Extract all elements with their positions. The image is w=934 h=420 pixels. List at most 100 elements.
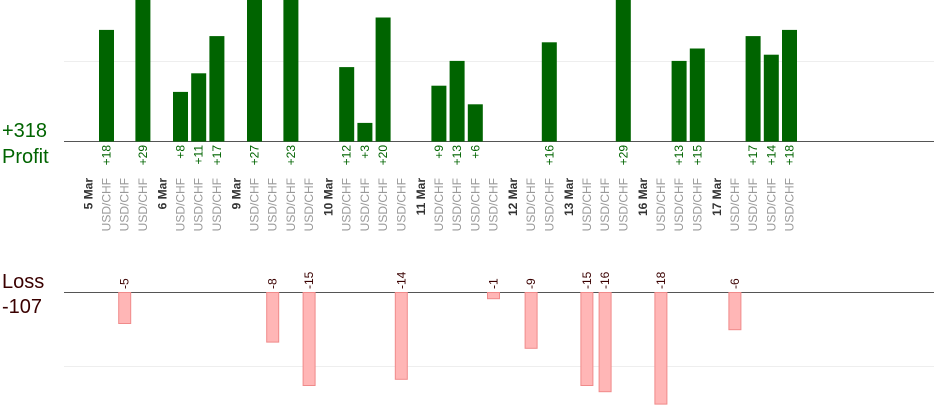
profit-bar [283,0,299,142]
profit-value-label: +18 [783,145,797,166]
loss-value-label: -8 [266,278,280,289]
date-label: 12 Mar [506,178,520,216]
date-label: 6 Mar [156,178,170,210]
profit-bar [339,67,355,142]
bars-layer [99,0,797,405]
profit-bar [449,60,465,142]
loss-bar [728,292,742,331]
instrument-label: USD/CHF [616,178,630,231]
profit-value-label: +13 [450,145,464,166]
loss-bar [524,292,538,349]
profit-value-label: +27 [248,145,262,166]
profit-bar [689,48,705,142]
date-label: 5 Mar [82,178,96,210]
instrument-label: USD/CHF [358,178,372,231]
profit-bar [763,54,779,142]
instrument-label: USD/CHF [192,178,206,231]
profit-bar [615,0,631,142]
total-loss-value: -107 [2,296,42,318]
instrument-label: USD/CHF [746,178,760,231]
loss-value-label: -15 [302,271,316,289]
instrument-label: USD/CHF [672,178,686,231]
loss-bar [266,292,280,343]
profit-value-label: +17 [746,145,760,166]
instrument-label: USD/CHF [100,178,114,231]
instrument-label: USD/CHF [728,178,742,231]
instrument-label: USD/CHF [468,178,482,231]
profit-value-label: +6 [468,145,482,159]
profit-value-label: +17 [210,145,224,166]
profit-bar [671,60,687,142]
instrument-label: USD/CHF [764,178,778,231]
profit-value-label: +13 [672,145,686,166]
profit-bar [247,0,262,142]
instrument-label: USD/CHF [136,178,150,231]
loss-value-label: -14 [394,271,408,289]
profit-value-label: +29 [136,145,150,166]
profit-value-label: +16 [542,145,556,166]
instrument-label: USD/CHF [174,178,188,231]
profit-value-label: +23 [284,145,298,166]
loss-bar [302,292,316,386]
instrument-label: USD/CHF [580,178,594,231]
loss-bar [580,292,594,386]
instrument-label: USD/CHF [394,178,408,231]
date-label: 16 Mar [636,178,650,216]
profit-value-label: +8 [174,145,188,159]
profit-bar [745,36,761,142]
loss-bar [118,292,132,324]
loss-value-label: -6 [728,278,742,289]
instrument-label: USD/CHF [340,178,354,231]
instrument-label: USD/CHF [487,178,501,231]
loss-value-label: -16 [598,271,612,289]
profit-label: Profit [2,146,49,168]
profit-value-label: +18 [100,145,114,166]
instrument-label: USD/CHF [302,178,316,231]
date-label: 9 Mar [230,178,244,210]
loss-value-label: -15 [580,271,594,289]
instrument-label: USD/CHF [210,178,224,231]
instrument-label: USD/CHF [524,178,538,231]
profit-value-label: +9 [432,145,446,159]
profit-value-label: +14 [764,145,778,166]
instrument-label: USD/CHF [284,178,298,231]
loss-value-label: -9 [524,278,538,289]
profit-bar [782,29,797,142]
loss-bar [598,292,612,393]
profit-bar [357,122,373,142]
date-label: 11 Mar [414,178,428,216]
instrument-label: USD/CHF [542,178,556,231]
labels-layer: 5 Mar USD/CHF +18 USD/CHF -5 USD/CHF +29 6 Mar U… [82,145,797,289]
loss-value-label: -5 [118,278,132,289]
profit-bar [191,73,207,142]
instrument-label: USD/CHF [118,178,132,231]
profit-bar [467,104,483,142]
profit-bar [209,36,225,142]
profit-bar [375,17,391,142]
instrument-label: USD/CHF [598,178,612,231]
profit-value-label: +15 [690,145,704,166]
instrument-label: USD/CHF [248,178,262,231]
date-label: 10 Mar [322,178,336,216]
total-profit-value: +318 [2,120,47,142]
loss-value-label: -18 [654,271,668,289]
loss-bar [654,292,668,405]
instrument-label: USD/CHF [266,178,280,231]
profit-bar [541,42,557,142]
date-label: 13 Mar [562,178,576,216]
loss-bar [487,292,500,300]
profit-value-label: +20 [376,145,390,166]
instrument-label: USD/CHF [432,178,446,231]
loss-bar [394,292,408,380]
instrument-label: USD/CHF [376,178,390,231]
profit-bar [173,91,188,142]
loss-label: Loss [2,271,44,293]
instrument-label: USD/CHF [690,178,704,231]
loss-value-label: -1 [487,278,501,289]
profit-value-label: +3 [358,145,372,159]
profit-bar [99,29,114,142]
profit-value-label: +11 [192,145,206,165]
profit-value-label: +29 [616,145,630,166]
instrument-label: USD/CHF [450,178,464,231]
